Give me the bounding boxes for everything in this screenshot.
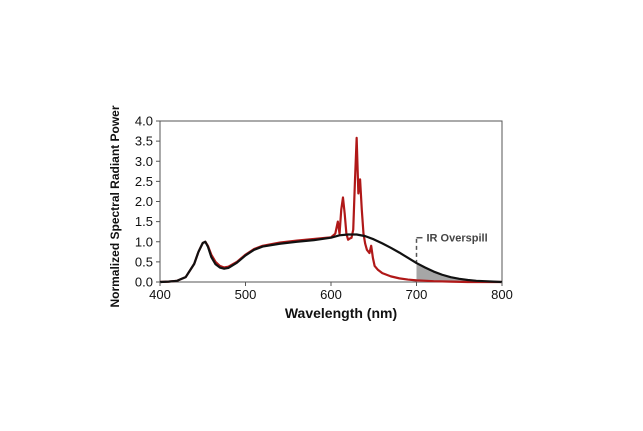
- y-tick-label: 3.0: [135, 154, 153, 169]
- y-tick-label: 3.5: [135, 134, 153, 149]
- x-tick-label: 600: [320, 287, 342, 302]
- y-tick-label: 1.5: [135, 214, 153, 229]
- x-tick-label: 500: [235, 287, 257, 302]
- y-tick-label: 1.0: [135, 234, 153, 249]
- series-line-2: [159, 233, 503, 284]
- y-tick-label: 4.0: [135, 114, 153, 129]
- y-tick-label: 2.0: [135, 194, 153, 209]
- series-line-1: [159, 136, 502, 284]
- y-axis-title: Normalized Spectral Radiant Power: [108, 105, 122, 307]
- x-tick-label: 400: [149, 287, 171, 302]
- ir-overspill-shade: [416, 263, 502, 282]
- plot-layer: IR Overspill 400 500 600 700 800 0.0 0.5 1.0 1.5 2…: [108, 105, 513, 321]
- x-tick-label: 700: [406, 287, 428, 302]
- x-axis-title: Wavelength (nm): [285, 305, 397, 321]
- y-tick-label: 2.5: [135, 174, 153, 189]
- y-tick-label: 0.5: [135, 254, 153, 269]
- x-tick-label: 800: [491, 287, 513, 302]
- ir-overspill-label: IR Overspill: [427, 233, 488, 245]
- y-tick-label: 0.0: [135, 275, 153, 290]
